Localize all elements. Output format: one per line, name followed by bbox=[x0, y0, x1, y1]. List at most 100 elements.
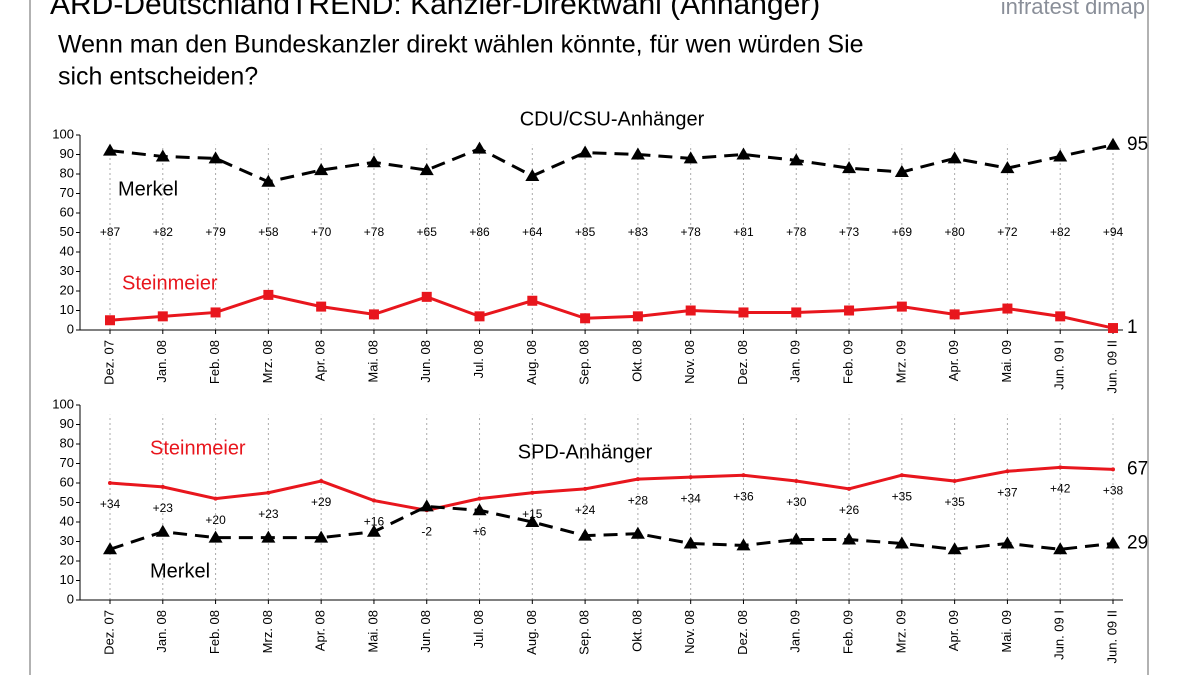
difference-label: +35 bbox=[944, 495, 965, 509]
series-line bbox=[109, 504, 1114, 551]
marker bbox=[894, 536, 909, 549]
difference-label: +34 bbox=[681, 491, 702, 505]
y-tick-label: 20 bbox=[60, 552, 74, 567]
x-tick-label: Apr. 08 bbox=[313, 340, 328, 381]
x-tick-label: Jun. 09 II bbox=[1104, 340, 1119, 393]
difference-label: +69 bbox=[892, 225, 913, 239]
marker bbox=[1055, 311, 1066, 322]
x-tick-label: Nov. 08 bbox=[682, 610, 697, 654]
marker bbox=[794, 479, 799, 484]
marker bbox=[266, 490, 271, 495]
x-tick-label: Mai. 08 bbox=[365, 340, 380, 383]
y-tick-label: 70 bbox=[60, 455, 74, 470]
difference-label: +82 bbox=[153, 225, 174, 239]
marker bbox=[210, 307, 221, 318]
x-tick-label: Mrz. 09 bbox=[893, 340, 908, 383]
question: sich entscheiden? bbox=[58, 63, 258, 91]
marker bbox=[1106, 536, 1120, 549]
marker bbox=[949, 309, 960, 320]
x-tick-label: Feb. 09 bbox=[840, 340, 855, 384]
difference-label: +35 bbox=[892, 489, 913, 503]
marker bbox=[263, 289, 274, 300]
x-tick-label: Mai. 08 bbox=[365, 610, 380, 653]
marker bbox=[1106, 137, 1120, 150]
chart-subtitle: CDU/CSU-Anhänger bbox=[520, 108, 705, 130]
difference-label: +87 bbox=[100, 225, 121, 239]
marker bbox=[525, 515, 540, 527]
marker bbox=[632, 311, 643, 322]
x-tick-label: Jul. 08 bbox=[471, 340, 486, 378]
x-tick-label: Apr. 09 bbox=[946, 340, 961, 381]
end-label: 95 bbox=[1127, 134, 1148, 155]
difference-label: +20 bbox=[205, 513, 226, 527]
series-label: Merkel bbox=[118, 178, 178, 200]
x-tick-label: Apr. 08 bbox=[313, 610, 328, 651]
x-tick-label: Sep. 08 bbox=[577, 610, 592, 655]
x-tick-label: Nov. 08 bbox=[682, 340, 697, 384]
x-tick-label: Dez. 08 bbox=[735, 610, 750, 655]
end-label: 29 bbox=[1127, 532, 1148, 553]
marker bbox=[1002, 303, 1013, 314]
series-label: Steinmeier bbox=[150, 437, 246, 459]
marker bbox=[738, 307, 749, 318]
marker bbox=[155, 524, 170, 537]
y-tick-label: 90 bbox=[60, 416, 74, 431]
y-tick-label: 80 bbox=[60, 165, 74, 180]
y-tick-label: 50 bbox=[60, 224, 74, 239]
marker bbox=[366, 524, 381, 537]
difference-label: +78 bbox=[786, 225, 807, 239]
difference-label: +85 bbox=[575, 225, 596, 239]
difference-label: +82 bbox=[1050, 225, 1071, 239]
difference-label: +30 bbox=[786, 495, 807, 509]
series-label: Merkel bbox=[150, 560, 210, 582]
end-label: 67 bbox=[1127, 458, 1148, 479]
marker bbox=[683, 536, 698, 549]
marker bbox=[213, 496, 218, 501]
y-tick-label: 100 bbox=[52, 126, 74, 141]
x-tick-label: Okt. 08 bbox=[629, 610, 644, 652]
difference-label: +79 bbox=[205, 225, 226, 239]
x-tick-label: Feb. 09 bbox=[840, 610, 855, 654]
marker bbox=[789, 153, 804, 166]
marker bbox=[578, 528, 593, 541]
y-tick-label: 30 bbox=[60, 533, 74, 548]
x-tick-label: Aug. 08 bbox=[524, 340, 539, 385]
difference-label: +42 bbox=[1050, 482, 1071, 496]
marker bbox=[421, 291, 432, 302]
series-line bbox=[109, 293, 1114, 330]
marker bbox=[527, 295, 538, 306]
difference-label: +16 bbox=[364, 515, 385, 529]
marker bbox=[688, 475, 693, 480]
marker bbox=[844, 305, 855, 316]
difference-label: +83 bbox=[628, 225, 649, 239]
y-tick-label: 40 bbox=[60, 243, 74, 258]
difference-label: +23 bbox=[153, 501, 174, 515]
y-tick-label: 20 bbox=[60, 282, 74, 297]
x-tick-label: Mai. 09 bbox=[999, 610, 1014, 653]
marker bbox=[947, 542, 962, 555]
difference-label: +29 bbox=[311, 495, 332, 509]
marker bbox=[419, 163, 434, 176]
marker bbox=[1108, 323, 1118, 334]
marker bbox=[952, 479, 957, 484]
marker bbox=[583, 486, 588, 491]
x-tick-label: Jan. 08 bbox=[154, 610, 169, 653]
marker bbox=[261, 530, 276, 543]
marker bbox=[525, 168, 540, 181]
y-tick-label: 50 bbox=[60, 494, 74, 509]
marker bbox=[685, 305, 696, 316]
x-tick-label: Dez. 07 bbox=[101, 340, 116, 385]
x-tick-label: Jun. 08 bbox=[418, 610, 433, 653]
marker bbox=[208, 151, 223, 164]
difference-label: +81 bbox=[733, 225, 754, 239]
marker bbox=[899, 473, 904, 478]
y-tick-label: 90 bbox=[60, 146, 74, 161]
difference-label: +58 bbox=[258, 225, 279, 239]
y-tick-label: 10 bbox=[60, 302, 74, 317]
marker bbox=[842, 532, 857, 545]
y-tick-label: 30 bbox=[60, 263, 74, 278]
series-label: Steinmeier bbox=[122, 272, 218, 294]
difference-label: +37 bbox=[997, 485, 1018, 499]
y-tick-label: 100 bbox=[52, 396, 74, 411]
